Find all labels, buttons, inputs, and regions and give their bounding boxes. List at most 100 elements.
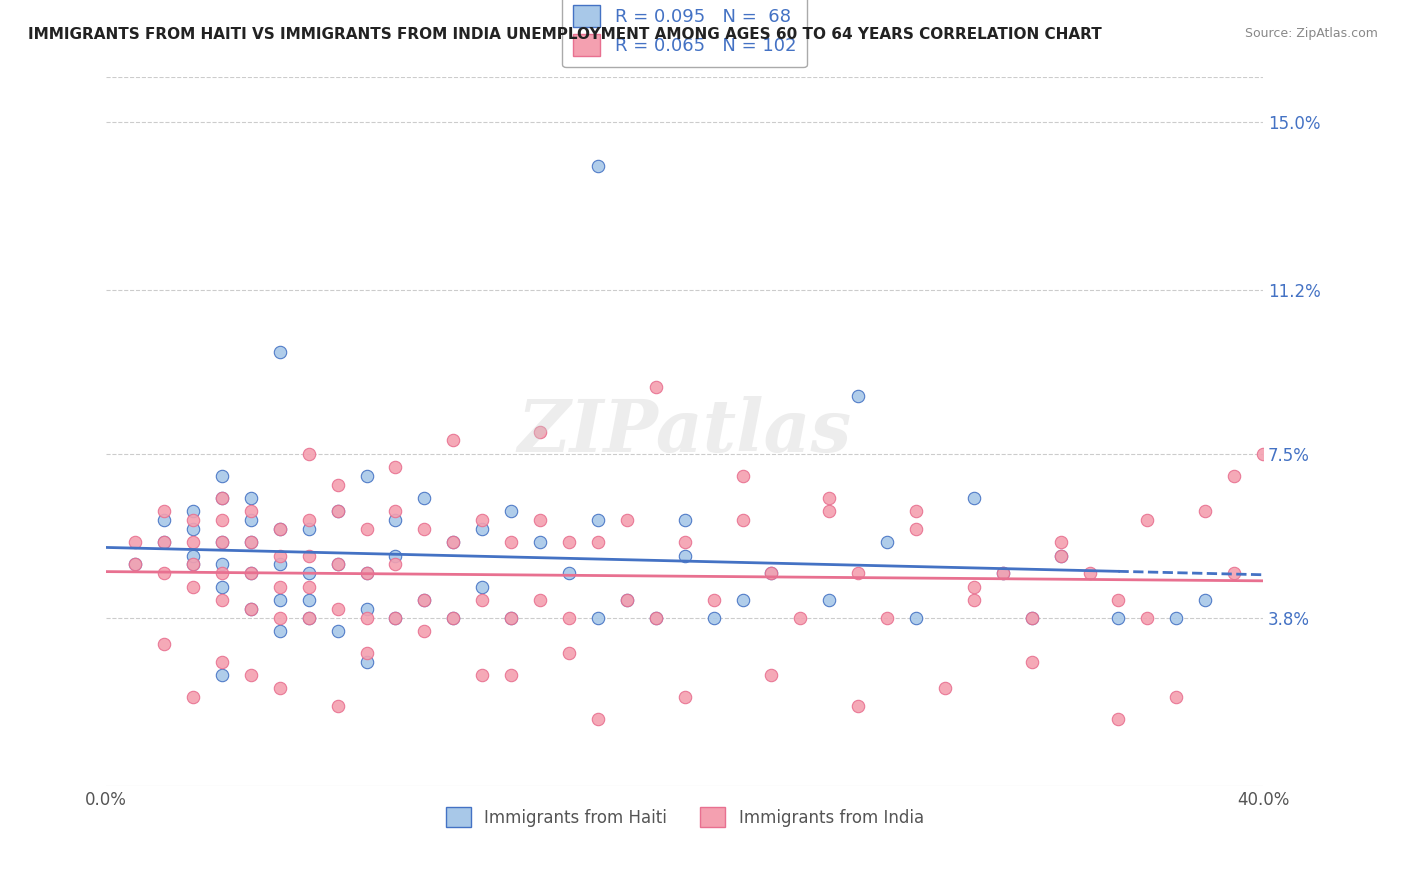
Point: [616, 513, 638, 527]
Point: [1078, 566, 1101, 581]
Point: [211, 491, 233, 505]
Point: [471, 522, 494, 536]
Point: [384, 558, 406, 572]
Point: [818, 504, 841, 518]
Point: [269, 592, 291, 607]
Point: [616, 592, 638, 607]
Point: [269, 624, 291, 638]
Point: [124, 535, 146, 549]
Point: [124, 558, 146, 572]
Point: [905, 522, 928, 536]
Point: [413, 522, 436, 536]
Point: [761, 668, 783, 682]
Text: IMMIGRANTS FROM HAITI VS IMMIGRANTS FROM INDIA UNEMPLOYMENT AMONG AGES 60 TO 64 : IMMIGRANTS FROM HAITI VS IMMIGRANTS FROM…: [28, 27, 1102, 42]
Point: [384, 549, 406, 563]
Point: [239, 535, 262, 549]
Point: [586, 513, 609, 527]
Point: [239, 668, 262, 682]
Point: [211, 513, 233, 527]
Point: [441, 535, 464, 549]
Point: [356, 566, 378, 581]
Point: [441, 610, 464, 624]
Point: [326, 699, 349, 714]
Point: [181, 522, 204, 536]
Point: [644, 610, 666, 624]
Point: [501, 535, 523, 549]
Point: [558, 610, 581, 624]
Point: [471, 580, 494, 594]
Point: [471, 668, 494, 682]
Point: [239, 491, 262, 505]
Point: [1136, 513, 1159, 527]
Point: [1166, 690, 1188, 705]
Point: [673, 549, 696, 563]
Point: [298, 610, 321, 624]
Point: [269, 558, 291, 572]
Point: [298, 549, 321, 563]
Point: [413, 624, 436, 638]
Point: [846, 566, 869, 581]
Point: [1194, 592, 1216, 607]
Point: [269, 522, 291, 536]
Point: [761, 566, 783, 581]
Point: [298, 610, 321, 624]
Point: [239, 535, 262, 549]
Point: [326, 504, 349, 518]
Point: [153, 535, 176, 549]
Point: [934, 681, 956, 696]
Point: [181, 549, 204, 563]
Point: [846, 699, 869, 714]
Point: [326, 504, 349, 518]
Point: [761, 566, 783, 581]
Point: [558, 566, 581, 581]
Point: [298, 580, 321, 594]
Point: [529, 592, 551, 607]
Point: [991, 566, 1014, 581]
Point: [326, 601, 349, 615]
Point: [905, 610, 928, 624]
Point: [211, 469, 233, 483]
Point: [1049, 549, 1071, 563]
Point: [471, 592, 494, 607]
Point: [124, 558, 146, 572]
Point: [558, 535, 581, 549]
Point: [269, 522, 291, 536]
Point: [441, 434, 464, 448]
Point: [356, 469, 378, 483]
Text: ZIPatlas: ZIPatlas: [517, 396, 852, 467]
Point: [211, 580, 233, 594]
Point: [673, 535, 696, 549]
Point: [211, 592, 233, 607]
Point: [441, 610, 464, 624]
Point: [181, 558, 204, 572]
Point: [269, 681, 291, 696]
Point: [181, 690, 204, 705]
Point: [616, 592, 638, 607]
Point: [501, 610, 523, 624]
Point: [471, 513, 494, 527]
Point: [529, 535, 551, 549]
Point: [211, 558, 233, 572]
Point: [1021, 610, 1043, 624]
Point: [239, 504, 262, 518]
Point: [298, 592, 321, 607]
Point: [1108, 592, 1130, 607]
Point: [413, 592, 436, 607]
Point: [153, 637, 176, 651]
Point: [298, 522, 321, 536]
Point: [181, 580, 204, 594]
Point: [876, 610, 898, 624]
Point: [413, 592, 436, 607]
Point: [789, 610, 811, 624]
Point: [501, 668, 523, 682]
Point: [239, 601, 262, 615]
Point: [356, 601, 378, 615]
Point: [211, 655, 233, 669]
Point: [326, 558, 349, 572]
Point: [1251, 447, 1274, 461]
Point: [326, 477, 349, 491]
Point: [153, 504, 176, 518]
Point: [1021, 610, 1043, 624]
Point: [905, 504, 928, 518]
Point: [239, 601, 262, 615]
